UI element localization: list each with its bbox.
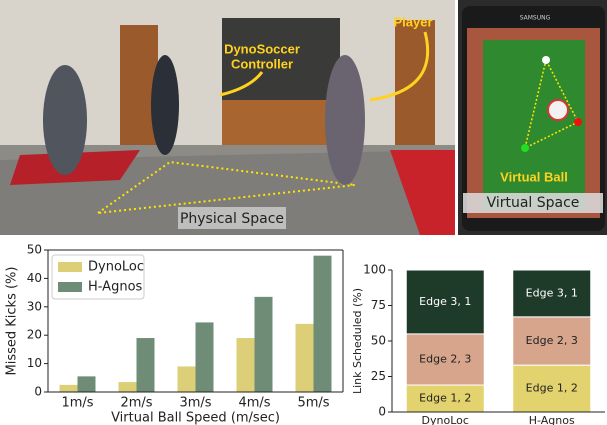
controller-label: DynoSoccer bbox=[224, 41, 300, 56]
x-tick-label: H-Agnos bbox=[529, 414, 575, 425]
board bbox=[222, 18, 340, 108]
segment-label: Edge 3, 1 bbox=[526, 286, 578, 299]
player-label: Player bbox=[393, 14, 432, 29]
person bbox=[151, 55, 179, 155]
bar bbox=[177, 366, 196, 392]
bar bbox=[295, 323, 314, 392]
node bbox=[574, 118, 582, 126]
segment-label: Edge 2, 3 bbox=[526, 334, 578, 347]
y-tick-label: 75 bbox=[371, 298, 386, 312]
segment-label: Edge 1, 2 bbox=[526, 382, 578, 395]
arrow bbox=[369, 31, 430, 102]
triangle bbox=[94, 160, 356, 215]
x-tick-label: 3m/s bbox=[179, 396, 211, 411]
legend-label: DynoLoc bbox=[88, 260, 144, 275]
physical-space-label: Physical Space bbox=[180, 211, 284, 227]
x-axis-label: Virtual Ball Speed (m/sec) bbox=[111, 411, 280, 425]
bar bbox=[254, 296, 273, 392]
y-tick-label: 50 bbox=[371, 334, 386, 348]
bar-segment bbox=[405, 384, 485, 413]
bar bbox=[313, 255, 332, 392]
label-box bbox=[178, 207, 286, 229]
person bbox=[43, 65, 87, 175]
photo-physical: Physical Space DynoSoccer Controller Pla… bbox=[0, 0, 455, 235]
virtual-ball-label: Virtual Ball bbox=[500, 169, 568, 184]
bar bbox=[59, 384, 78, 392]
photo-tablet: SAMSUNG Virtual Ball Virtual Space bbox=[458, 0, 607, 235]
bar-segment bbox=[405, 269, 485, 335]
x-tick-label: DynoLoc bbox=[422, 414, 469, 425]
bar-segment bbox=[405, 333, 485, 386]
grass bbox=[483, 40, 585, 210]
node bbox=[542, 56, 550, 64]
ball bbox=[547, 99, 569, 121]
y-tick-label: 100 bbox=[363, 263, 386, 277]
label-box bbox=[463, 193, 603, 213]
segment-label: Edge 2, 3 bbox=[419, 352, 471, 365]
y-axis-label: Link Scheduled (%) bbox=[351, 288, 364, 394]
x-tick-label: 2m/s bbox=[120, 396, 152, 411]
x-tick-label: 4m/s bbox=[238, 396, 270, 411]
segment-label: Edge 1, 2 bbox=[419, 392, 471, 405]
segment-label: Edge 3, 1 bbox=[419, 295, 471, 308]
y-tick-label: 25 bbox=[371, 369, 386, 383]
controller-label: Controller bbox=[231, 56, 293, 71]
bar-segment bbox=[512, 364, 592, 413]
y-tick-label: 0 bbox=[34, 385, 42, 399]
y-tick-label: 20 bbox=[27, 328, 42, 342]
bar bbox=[195, 322, 214, 392]
bar bbox=[77, 376, 96, 392]
bar-segment bbox=[512, 269, 592, 318]
y-tick-label: 50 bbox=[27, 243, 42, 257]
x-tick-label: 5m/s bbox=[297, 396, 329, 411]
carpet-border bbox=[390, 150, 455, 235]
legend-swatch bbox=[58, 282, 82, 292]
y-tick-label: 10 bbox=[27, 356, 42, 370]
person bbox=[325, 55, 365, 185]
x-tick-label: 1m/s bbox=[61, 396, 93, 411]
legend-swatch bbox=[58, 262, 82, 272]
y-tick-label: 30 bbox=[27, 299, 42, 313]
bar bbox=[136, 338, 155, 392]
tablet-brand: SAMSUNG bbox=[520, 15, 551, 22]
arrow bbox=[219, 71, 264, 97]
bar bbox=[236, 338, 255, 392]
bar bbox=[118, 382, 137, 392]
legend-label: H-Agnos bbox=[88, 280, 143, 295]
panel bbox=[222, 100, 340, 150]
virtual-space-label: Virtual Space bbox=[487, 195, 580, 211]
y-tick-label: 0 bbox=[378, 405, 386, 419]
bar-segment bbox=[512, 316, 592, 366]
node bbox=[521, 144, 529, 152]
door bbox=[120, 25, 158, 145]
y-axis-label: Missed Kicks (%) bbox=[5, 267, 20, 376]
triangle bbox=[523, 57, 580, 150]
door bbox=[395, 20, 435, 150]
y-tick-label: 40 bbox=[27, 271, 42, 285]
